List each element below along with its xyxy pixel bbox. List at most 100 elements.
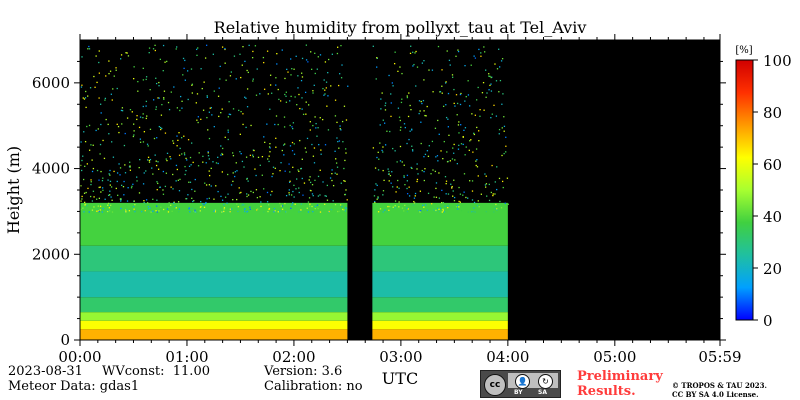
rh-speckle-point bbox=[416, 168, 418, 170]
rh-speckle-point bbox=[92, 190, 95, 192]
rh-speckle-point bbox=[319, 117, 321, 119]
rh-speckle-point bbox=[179, 109, 181, 112]
rh-speckle-point bbox=[501, 103, 503, 105]
rh-speckle-point bbox=[149, 158, 152, 161]
rh-speckle-point bbox=[344, 159, 346, 162]
rh-speckle-point bbox=[163, 98, 165, 100]
rh-speckle-point bbox=[160, 206, 162, 208]
rh-speckle-point bbox=[390, 93, 392, 95]
rh-speckle-point bbox=[390, 115, 392, 118]
rh-speckle-point bbox=[232, 199, 234, 201]
rh-speckle-point bbox=[403, 210, 405, 212]
rh-speckle-point bbox=[451, 76, 454, 78]
rh-speckle-point bbox=[196, 119, 198, 121]
rh-speckle-point bbox=[121, 123, 123, 125]
rh-speckle-point bbox=[389, 175, 392, 177]
rh-speckle-point bbox=[431, 69, 434, 71]
rh-speckle-point bbox=[100, 170, 102, 173]
rh-speckle-point bbox=[272, 173, 274, 175]
rh-speckle-point bbox=[326, 199, 329, 201]
rh-speckle-point bbox=[310, 51, 312, 53]
rh-speckle-point bbox=[229, 75, 232, 77]
rh-speckle-point bbox=[110, 196, 112, 198]
rh-speckle-point bbox=[307, 61, 309, 63]
colorbar bbox=[735, 59, 754, 321]
x-tick-label: 00:00 bbox=[58, 348, 101, 366]
rh-speckle-point bbox=[176, 46, 178, 48]
rh-speckle-point bbox=[293, 143, 295, 145]
rh-speckle-point bbox=[109, 204, 112, 206]
rh-speckle-point bbox=[495, 80, 498, 82]
rh-speckle-point bbox=[445, 104, 447, 106]
rh-speckle-point bbox=[90, 179, 92, 181]
rh-speckle-point bbox=[478, 130, 480, 132]
rh-speckle-point bbox=[99, 186, 101, 188]
rh-speckle-point bbox=[347, 85, 349, 87]
rh-speckle-point bbox=[392, 85, 394, 87]
rh-speckle-point bbox=[247, 194, 250, 196]
rh-band bbox=[80, 202, 348, 246]
rh-speckle-point bbox=[301, 72, 303, 74]
rh-speckle-point bbox=[288, 163, 290, 165]
rh-speckle-point bbox=[236, 203, 238, 205]
rh-speckle-point bbox=[189, 181, 192, 183]
rh-speckle-point bbox=[340, 129, 342, 131]
rh-speckle-point bbox=[163, 97, 165, 99]
rh-speckle-point bbox=[435, 209, 437, 212]
rh-speckle-point bbox=[484, 184, 487, 186]
rh-speckle-point bbox=[92, 167, 95, 170]
rh-speckle-point bbox=[162, 189, 164, 191]
rh-speckle-point bbox=[269, 74, 272, 76]
rh-speckle-point bbox=[262, 56, 265, 59]
rh-speckle-point bbox=[406, 193, 409, 195]
rh-speckle-point bbox=[243, 204, 245, 206]
rh-speckle-point bbox=[184, 59, 186, 62]
rh-speckle-point bbox=[444, 176, 447, 178]
rh-speckle-point bbox=[223, 203, 225, 206]
rh-speckle-point bbox=[143, 172, 145, 174]
rh-speckle-point bbox=[210, 185, 212, 187]
rh-speckle-point bbox=[108, 209, 110, 211]
rh-speckle-point bbox=[142, 105, 144, 108]
rh-speckle-point bbox=[190, 164, 192, 166]
rh-speckle-point bbox=[105, 75, 107, 77]
rh-speckle-point bbox=[244, 210, 246, 213]
rh-speckle-point bbox=[332, 207, 334, 210]
rh-speckle-point bbox=[445, 193, 447, 195]
rh-speckle-point bbox=[154, 44, 156, 47]
rh-speckle-point bbox=[213, 210, 215, 213]
rh-speckle-point bbox=[290, 95, 292, 98]
rh-speckle-point bbox=[323, 79, 325, 81]
rh-speckle-point bbox=[86, 163, 88, 165]
rh-speckle-point bbox=[115, 187, 117, 190]
rh-speckle-point bbox=[384, 104, 386, 107]
rh-speckle-point bbox=[152, 198, 154, 200]
rh-speckle-point bbox=[235, 162, 237, 164]
rh-speckle-point bbox=[305, 113, 307, 115]
rh-speckle-point bbox=[373, 195, 376, 197]
rh-band bbox=[372, 202, 508, 246]
rh-speckle-point bbox=[279, 100, 282, 102]
rh-speckle-point bbox=[506, 177, 509, 179]
rh-speckle-point bbox=[406, 142, 408, 145]
rh-speckle-point bbox=[312, 155, 315, 157]
rh-speckle-point bbox=[382, 119, 384, 121]
y-axis: 0 2000 4000 6000 bbox=[32, 60, 726, 349]
rh-speckle-point bbox=[167, 101, 170, 104]
rh-speckle-point bbox=[187, 139, 190, 141]
rh-speckle-point bbox=[467, 211, 469, 213]
rh-speckle-point bbox=[286, 68, 288, 71]
rh-speckle-point bbox=[282, 207, 285, 210]
rh-speckle-point bbox=[207, 155, 210, 157]
rh-speckle-point bbox=[274, 167, 276, 169]
rh-speckle-point bbox=[228, 101, 230, 103]
rh-speckle-point bbox=[341, 64, 343, 66]
rh-speckle-point bbox=[388, 209, 390, 212]
rh-speckle-point bbox=[317, 207, 319, 210]
rh-speckle-point bbox=[457, 49, 459, 51]
rh-speckle-point bbox=[120, 207, 122, 210]
rh-speckle-point bbox=[186, 197, 188, 200]
rh-speckle-point bbox=[156, 137, 158, 139]
rh-speckle-point bbox=[166, 208, 169, 210]
rh-speckle-point bbox=[98, 197, 101, 199]
